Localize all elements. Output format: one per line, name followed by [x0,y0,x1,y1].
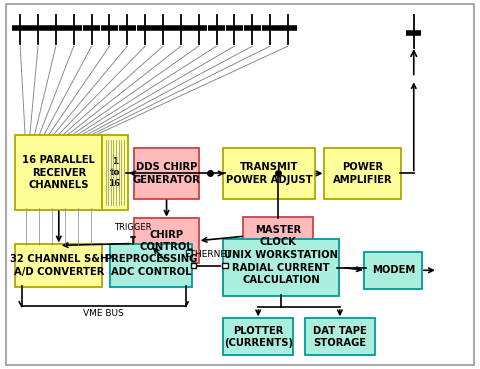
Bar [191,263,196,268]
Text: MODEM: MODEM [372,265,415,275]
FancyBboxPatch shape [102,135,128,210]
FancyBboxPatch shape [243,217,313,256]
Bar [222,263,228,268]
FancyBboxPatch shape [110,244,192,287]
Text: POWER
AMPLIFIER: POWER AMPLIFIER [333,162,393,184]
Text: PLOTTER
(CURRENTS): PLOTTER (CURRENTS) [224,325,293,348]
Text: CHIRP
CONTROL: CHIRP CONTROL [140,230,193,252]
Text: TRIGGER: TRIGGER [114,223,152,232]
Text: VME BUS: VME BUS [84,309,124,318]
Text: UNIX WORKSTATION
RADIAL CURRENT
CALCULATION: UNIX WORKSTATION RADIAL CURRENT CALCULAT… [224,250,338,285]
Text: MASTER
CLOCK: MASTER CLOCK [255,225,301,247]
FancyBboxPatch shape [134,148,199,199]
FancyBboxPatch shape [364,252,422,289]
Text: PREPROCESSING
ADC CONTROL: PREPROCESSING ADC CONTROL [104,255,198,277]
Text: TRANSMIT
POWER ADJUST: TRANSMIT POWER ADJUST [226,162,312,184]
FancyBboxPatch shape [134,218,199,263]
Text: DAT TAPE
STORAGE: DAT TAPE STORAGE [313,325,367,348]
Text: 16 PARALLEL
RECEIVER
CHANNELS: 16 PARALLEL RECEIVER CHANNELS [22,155,96,190]
FancyBboxPatch shape [223,318,293,355]
FancyBboxPatch shape [15,135,102,210]
FancyBboxPatch shape [223,239,339,296]
FancyBboxPatch shape [324,148,401,199]
FancyBboxPatch shape [223,148,315,199]
FancyBboxPatch shape [15,244,102,287]
Text: 32 CHANNEL S&H
A/D CONVERTER: 32 CHANNEL S&H A/D CONVERTER [10,255,108,277]
Text: ETHERNET: ETHERNET [184,250,231,259]
Text: 1
to
16: 1 to 16 [108,157,121,188]
FancyBboxPatch shape [305,318,375,355]
Text: DDS CHIRP
GENERATOR: DDS CHIRP GENERATOR [132,162,201,184]
